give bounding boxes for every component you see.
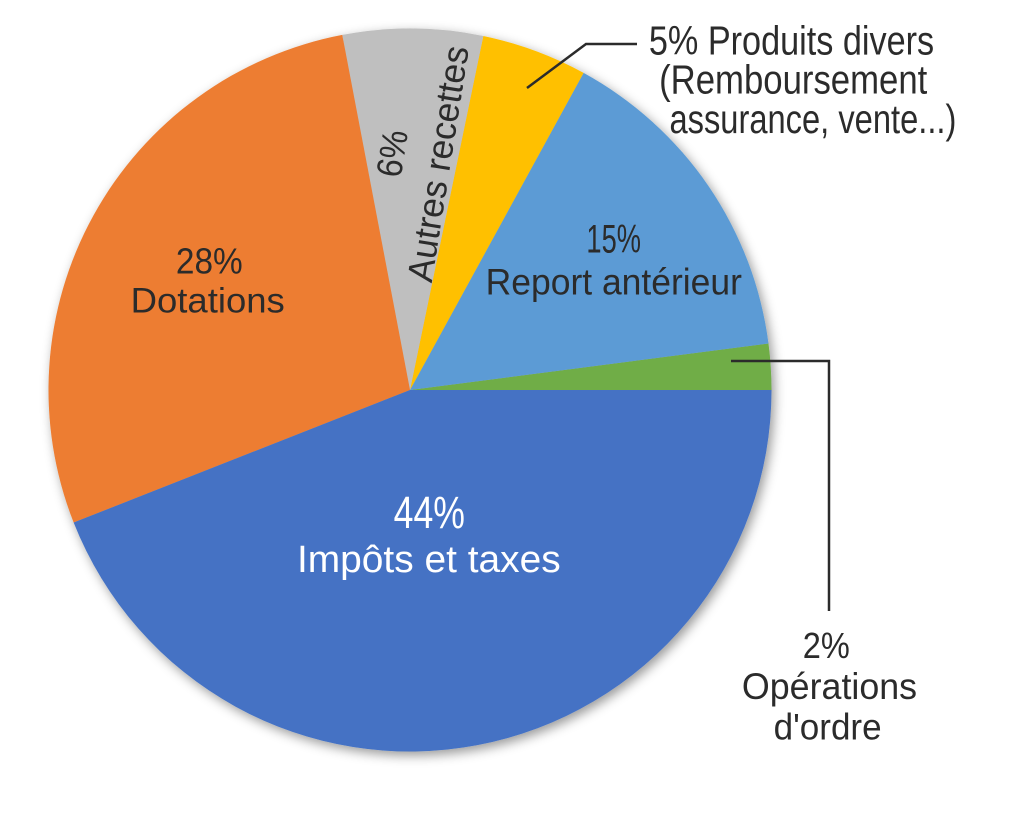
svg-text:Dotations: Dotations <box>131 281 285 320</box>
svg-text:2%: 2% <box>803 627 850 667</box>
svg-text:44%: 44% <box>394 487 465 538</box>
svg-text:d'ordre: d'ordre <box>774 706 882 748</box>
svg-text:6%: 6% <box>370 127 417 180</box>
svg-text:assurance, vente...): assurance, vente...) <box>669 95 956 141</box>
svg-text:(Remboursement: (Remboursement <box>659 58 928 103</box>
svg-text:Impôts et taxes: Impôts et taxes <box>297 538 561 580</box>
svg-text:5% Produits divers: 5% Produits divers <box>649 19 934 65</box>
svg-text:28%: 28% <box>176 243 243 282</box>
svg-text:Report antérieur: Report antérieur <box>486 261 742 303</box>
svg-text:15%: 15% <box>586 217 641 261</box>
svg-text:Opérations: Opérations <box>742 665 917 707</box>
